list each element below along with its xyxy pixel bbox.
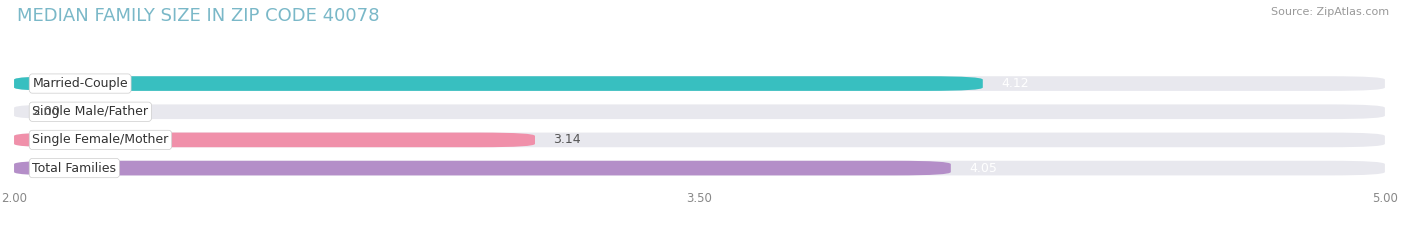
Text: Married-Couple: Married-Couple xyxy=(32,77,128,90)
FancyBboxPatch shape xyxy=(14,161,950,175)
Text: 3.14: 3.14 xyxy=(554,134,581,146)
Text: 4.05: 4.05 xyxy=(969,161,997,175)
FancyBboxPatch shape xyxy=(14,76,1385,91)
FancyBboxPatch shape xyxy=(14,161,1385,175)
FancyBboxPatch shape xyxy=(14,133,1385,147)
Text: 2.00: 2.00 xyxy=(32,105,60,118)
Text: Single Female/Mother: Single Female/Mother xyxy=(32,134,169,146)
Text: Single Male/Father: Single Male/Father xyxy=(32,105,149,118)
Text: Source: ZipAtlas.com: Source: ZipAtlas.com xyxy=(1271,7,1389,17)
FancyBboxPatch shape xyxy=(14,104,1385,119)
FancyBboxPatch shape xyxy=(14,76,983,91)
Text: 4.12: 4.12 xyxy=(1001,77,1029,90)
FancyBboxPatch shape xyxy=(14,133,534,147)
Text: Total Families: Total Families xyxy=(32,161,117,175)
Text: MEDIAN FAMILY SIZE IN ZIP CODE 40078: MEDIAN FAMILY SIZE IN ZIP CODE 40078 xyxy=(17,7,380,25)
